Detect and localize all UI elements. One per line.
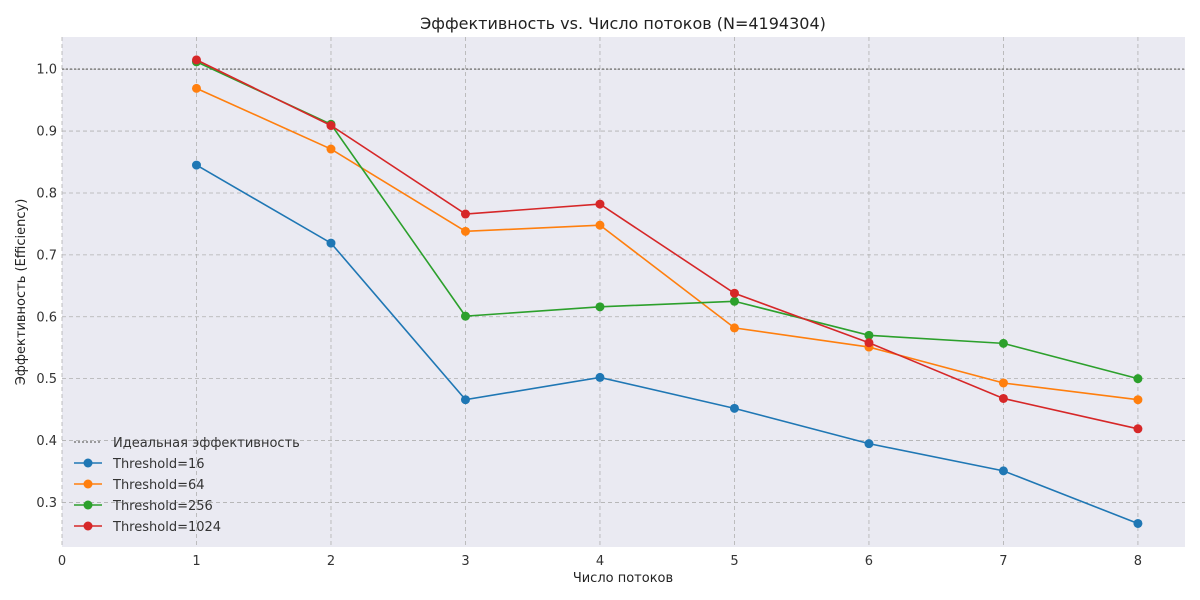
- y-axis-label: Эффективность (Efficiency): [14, 199, 29, 386]
- data-point: [864, 439, 874, 449]
- y-tick-label: 0.3: [36, 496, 57, 511]
- legend-label: Threshold=256: [112, 499, 213, 514]
- data-point: [1133, 395, 1143, 405]
- data-point: [1133, 518, 1143, 528]
- legend-label: Threshold=16: [112, 457, 205, 472]
- data-point: [191, 83, 201, 93]
- data-point: [729, 403, 739, 413]
- x-tick-label: 5: [730, 554, 738, 569]
- legend: Идеальная эффективность Threshold=16 Thres…: [74, 436, 300, 535]
- y-tick-label: 0.6: [36, 310, 57, 325]
- data-point: [460, 209, 470, 219]
- data-point: [729, 288, 739, 298]
- chart-title: Эффективность vs. Число потоков (N=41943…: [420, 14, 826, 33]
- data-point: [1133, 424, 1143, 434]
- data-point: [326, 144, 336, 154]
- data-point: [460, 311, 470, 321]
- x-tick-label: 1: [192, 554, 200, 569]
- x-tick-label: 7: [999, 554, 1007, 569]
- data-point: [595, 372, 605, 382]
- y-tick-label: 0.8: [36, 186, 57, 201]
- legend-swatch-marker: [83, 479, 93, 489]
- x-axis-label: Число потоков: [573, 571, 673, 586]
- plot-area: [62, 37, 1185, 547]
- legend-swatch-marker: [83, 521, 93, 531]
- x-tick-label: 4: [596, 554, 604, 569]
- series-line: [196, 59, 1139, 430]
- legend-swatch-marker: [83, 458, 93, 468]
- legend-label: Threshold=64: [112, 478, 205, 493]
- y-tick-label: 1.0: [36, 63, 57, 78]
- x-axis-ticks: 0 1 2 3 4 5 6 7 8: [58, 554, 1142, 569]
- data-point: [460, 395, 470, 405]
- data-point: [595, 302, 605, 312]
- data-point: [191, 160, 201, 170]
- y-tick-label: 0.5: [36, 372, 57, 387]
- y-axis-ticks: 0.3 0.4 0.5 0.6 0.7 0.8 0.9 1.0: [36, 63, 57, 511]
- series-line: [196, 87, 1139, 401]
- series-threshold-16: [191, 160, 1143, 528]
- x-tick-label: 6: [865, 554, 873, 569]
- data-point: [864, 330, 874, 340]
- data-point: [326, 238, 336, 248]
- series-group: [191, 55, 1143, 528]
- legend-label: Threshold=1024: [112, 520, 221, 535]
- data-point: [1133, 374, 1143, 384]
- legend-swatch-marker: [83, 500, 93, 510]
- y-tick-label: 0.9: [36, 125, 57, 140]
- x-tick-label: 0: [58, 554, 66, 569]
- data-point: [191, 55, 201, 65]
- series-line: [196, 164, 1139, 525]
- y-tick-label: 0.4: [36, 434, 57, 449]
- y-tick-label: 0.7: [36, 248, 57, 263]
- data-point: [595, 220, 605, 230]
- data-point: [595, 199, 605, 209]
- x-tick-label: 3: [461, 554, 469, 569]
- data-point: [998, 378, 1008, 388]
- data-point: [460, 226, 470, 236]
- series-threshold-1024: [191, 55, 1143, 434]
- x-tick-label: 8: [1134, 554, 1142, 569]
- x-tick-label: 2: [327, 554, 335, 569]
- data-point: [998, 338, 1008, 348]
- data-point: [998, 466, 1008, 476]
- data-point: [729, 296, 739, 306]
- data-point: [998, 393, 1008, 403]
- legend-label-reference: Идеальная эффективность: [113, 436, 300, 451]
- data-point: [729, 323, 739, 333]
- data-point: [326, 121, 336, 131]
- series-line: [196, 61, 1139, 380]
- data-point: [864, 338, 874, 348]
